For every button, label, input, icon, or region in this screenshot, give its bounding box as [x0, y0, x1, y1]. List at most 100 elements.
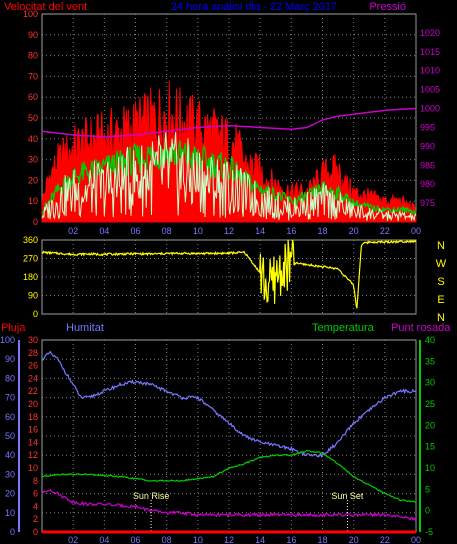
temperature-tick-label: 0 — [425, 506, 430, 516]
wind-speed-tick-label: 100 — [23, 9, 38, 19]
wind-series — [41, 80, 417, 223]
climate-time-tick-label: 04 — [99, 535, 109, 544]
rain-tick-label: 40 — [5, 450, 15, 460]
sun-annotation-label: Sun Set — [331, 491, 364, 501]
humidity-tick-label: 22 — [28, 386, 38, 396]
rain-tick-label: 60 — [5, 412, 15, 422]
compass-label-n-top: N — [437, 240, 445, 252]
direction-tick-label: 360 — [23, 235, 38, 245]
temperature-tick-label: 30 — [425, 378, 435, 388]
temperature-tick-label: 25 — [425, 399, 435, 409]
dewpoint-axis-label: Punt rosada — [391, 322, 451, 334]
climate-time-tick-label: 06 — [130, 535, 140, 544]
wind-speed-tick-label: 30 — [28, 155, 38, 165]
temperature-tick-label: 10 — [425, 463, 435, 473]
direction-tick-label: 0 — [33, 309, 38, 319]
rain-tick-label: 100 — [0, 335, 15, 345]
pressure-tick-label: 1010 — [420, 66, 440, 76]
wind-speed-tick-label: 80 — [28, 51, 38, 61]
rain-tick-label: 0 — [10, 527, 15, 537]
climate-grid — [42, 340, 417, 532]
rain-tick-label: 70 — [5, 393, 15, 403]
climate-time-tick-label: 14 — [255, 535, 265, 544]
wind-speed-tick-label: 40 — [28, 134, 38, 144]
wind-time-tick-label: 10 — [193, 226, 203, 236]
rain-axis: 0 10 20 30 40 50 60 70 80 90 100 — [0, 335, 20, 537]
pressure-axis-label: Pressió — [369, 1, 406, 13]
sun-annotations: Sun Rise Sun Set — [133, 491, 364, 532]
pressure-tick-label: 1020 — [420, 28, 440, 38]
pressure-series — [41, 107, 417, 138]
temperature-axis-label: Temperatura — [312, 322, 375, 334]
temperature-tick-label: -5 — [425, 527, 433, 537]
humidity-tick-label: 8 — [33, 476, 38, 486]
wind-time-tick-label: 22 — [380, 226, 390, 236]
compass-label-n-bottom: N — [437, 312, 445, 324]
temperature-tick-label: 20 — [425, 420, 435, 430]
wind-time-tick-label: 02 — [68, 226, 78, 236]
direction-axis: 0 90 180 270 360 — [23, 235, 38, 319]
dewpoint-series — [41, 488, 417, 522]
climate-time-tick-label: 16 — [286, 535, 296, 544]
pressure-tick-label: 980 — [420, 179, 435, 189]
rain-tick-label: 10 — [5, 508, 15, 518]
rain-tick-label: 80 — [5, 373, 15, 383]
wind-speed-tick-label: 70 — [28, 71, 38, 81]
wind-speed-tick-label: 50 — [28, 113, 38, 123]
humidity-tick-label: 12 — [28, 450, 38, 460]
wind-time-tick-label: 00 — [411, 226, 421, 236]
wind-direction-series — [41, 239, 417, 309]
wind-time-tick-label: 14 — [255, 226, 265, 236]
direction-tick-label: 180 — [23, 272, 38, 282]
wind-time-tick-label: 04 — [99, 226, 109, 236]
wind-direction-panel: 0 90 180 270 360 N W S E N — [23, 235, 447, 324]
wind-speed-tick-label: 10 — [28, 196, 38, 206]
wind-speed-axis-label: Velocitat del vent — [4, 1, 87, 13]
wind-time-tick-label: 18 — [317, 226, 327, 236]
climate-time-tick-label: 08 — [162, 535, 172, 544]
wind-time-tick-label: 16 — [286, 226, 296, 236]
wind-speed-tick-label: 0 — [33, 217, 38, 227]
rain-tick-label: 20 — [5, 489, 15, 499]
temperature-tick-label: 35 — [425, 356, 435, 366]
climate-time-tick-label: 10 — [193, 535, 203, 544]
sun-annotation-label: Sun Rise — [133, 491, 170, 501]
wind-speed-tick-label: 60 — [28, 92, 38, 102]
climate-time-tick-label: 22 — [380, 535, 390, 544]
wind-low-series — [41, 132, 417, 222]
wind-speed-tick-label: 20 — [28, 175, 38, 185]
humidity-tick-label: 28 — [28, 348, 38, 358]
direction-tick-label: 90 — [28, 291, 38, 301]
humidity-tick-label: 6 — [33, 489, 38, 499]
humidity-tick-label: 2 — [33, 514, 38, 524]
compass-label-s: S — [437, 276, 444, 288]
humidity-series — [41, 350, 417, 458]
compass-labels: N W S E N — [436, 240, 447, 324]
pressure-axis: 975 980 985 990 995 1000 1005 1010 1015 1020 — [420, 28, 440, 208]
rain-axis-label: Pluja — [1, 322, 26, 334]
direction-series — [41, 239, 417, 309]
rain-tick-label: 30 — [5, 469, 15, 479]
climate-time-tick-label: 20 — [349, 535, 359, 544]
humidity-tick-label: 26 — [28, 361, 38, 371]
humidity-tick-label: 14 — [28, 437, 38, 447]
temperature-tick-label: 40 — [425, 335, 435, 345]
pressure-tick-label: 990 — [420, 141, 435, 151]
wind-time-tick-label: 06 — [130, 226, 140, 236]
wind-time-tick-label: 12 — [224, 226, 234, 236]
temperature-tick-label: 15 — [425, 442, 435, 452]
wind-time-tick-label: 08 — [162, 226, 172, 236]
wind-speed-axis: 0 10 20 30 40 50 60 70 80 90 100 — [23, 9, 38, 227]
chart-title: 24 hora anàlisi dia - 22 Març 2017 — [171, 1, 337, 13]
humidity-axis-label: Humitat — [66, 322, 104, 334]
rain-tick-label: 90 — [5, 354, 15, 364]
humidity-tick-label: 10 — [28, 463, 38, 473]
compass-label-w: W — [436, 258, 447, 270]
pressure-tick-label: 1015 — [420, 47, 440, 57]
wind-time-axis: 02 04 06 08 10 12 14 16 18 20 22 00 — [68, 226, 421, 236]
humidity-tick-label: 20 — [28, 399, 38, 409]
